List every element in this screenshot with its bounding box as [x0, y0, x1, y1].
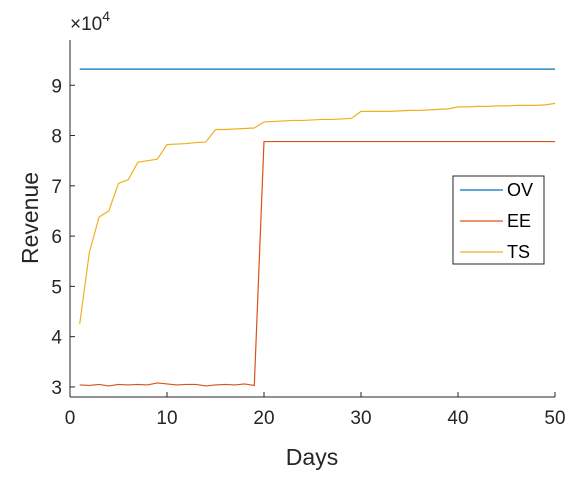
- series-line-ee: [79, 140, 555, 387]
- y-tick-label: 9: [51, 76, 62, 97]
- x-tick-label: 10: [156, 408, 177, 429]
- series-line-ts: [79, 102, 556, 325]
- series-layer: [79, 68, 556, 387]
- legend-label-ts: TS: [507, 242, 530, 262]
- legend-label-ee: EE: [507, 211, 531, 231]
- x-tick-label: 40: [447, 408, 468, 429]
- legend-label-ov: OV: [507, 180, 533, 200]
- y-tick-label: 7: [51, 177, 62, 198]
- x-tick-label: 50: [544, 408, 565, 429]
- legend-box: [452, 175, 545, 265]
- x-tick-label: 30: [350, 408, 371, 429]
- y-tick-label: 3: [51, 378, 62, 399]
- y-tick-label: 6: [51, 227, 62, 248]
- y-exponent-power: 4: [102, 8, 110, 24]
- x-axis-label: Days: [286, 444, 338, 470]
- y-ticks: 3 4 5 6 7 8 9: [51, 76, 75, 399]
- y-exponent-base: ×10: [70, 14, 102, 35]
- legend: OV EE TS: [452, 175, 545, 265]
- x-tick-label: 20: [253, 408, 274, 429]
- x-tick-label: 0: [65, 408, 76, 429]
- y-tick-label: 8: [51, 127, 62, 148]
- y-exponent-label: ×104: [70, 8, 110, 35]
- y-axis-label: Revenue: [17, 172, 43, 264]
- y-tick-label: 5: [51, 277, 62, 298]
- x-ticks: 0 10 20 30 40 50: [65, 392, 566, 429]
- y-tick-label: 4: [51, 328, 62, 349]
- axes-layer: [69, 40, 555, 398]
- legend-items: OV EE TS: [460, 180, 533, 262]
